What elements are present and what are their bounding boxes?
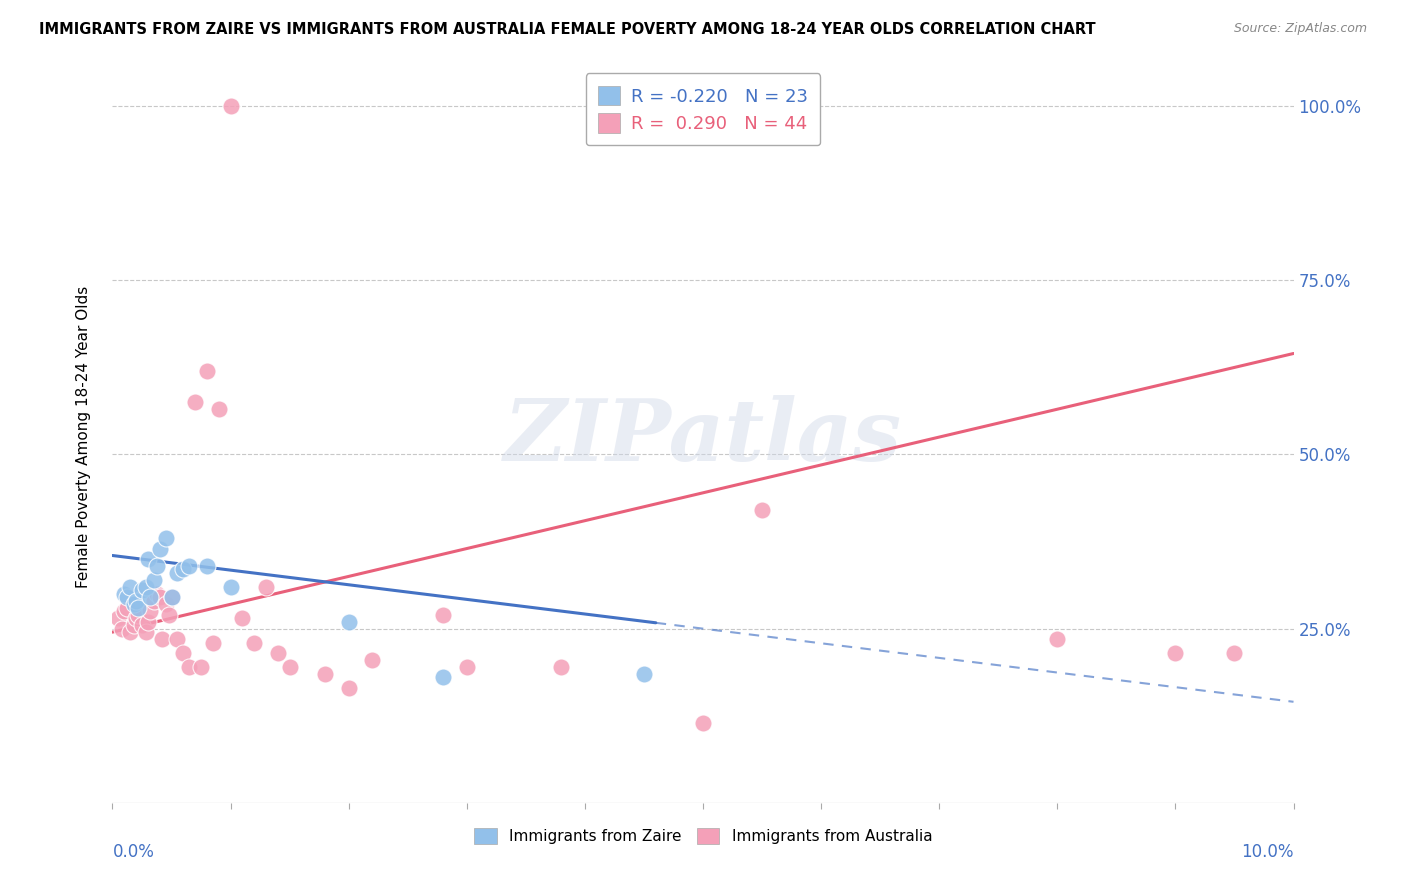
Point [125, 594, 148, 608]
Point [456, 660, 478, 674]
Point [122, 597, 145, 611]
Point [139, 591, 162, 605]
Point [131, 618, 153, 632]
Point [111, 622, 134, 636]
Point [146, 558, 169, 573]
Point [314, 667, 336, 681]
Point [139, 604, 162, 618]
Point [115, 600, 138, 615]
Point [157, 607, 180, 622]
Point [135, 625, 157, 640]
Point [1164, 646, 1187, 660]
Point [432, 670, 454, 684]
Point [149, 591, 172, 605]
Point [195, 364, 218, 378]
Point [692, 715, 714, 730]
Point [127, 600, 149, 615]
Point [190, 660, 212, 674]
Point [146, 587, 169, 601]
Point [432, 607, 454, 622]
Point [136, 552, 159, 566]
Point [267, 646, 290, 660]
Point [1223, 646, 1246, 660]
Point [155, 531, 177, 545]
Legend: Immigrants from Zaire, Immigrants from Australia: Immigrants from Zaire, Immigrants from A… [468, 822, 938, 850]
Point [112, 587, 135, 601]
Point [208, 402, 231, 417]
Point [115, 591, 138, 605]
Point [120, 580, 142, 594]
Point [160, 591, 183, 605]
Point [243, 635, 266, 649]
Point [136, 615, 159, 629]
Point [361, 653, 384, 667]
Point [184, 395, 207, 409]
Point [122, 618, 145, 632]
Text: Source: ZipAtlas.com: Source: ZipAtlas.com [1233, 22, 1367, 36]
Point [231, 611, 253, 625]
Point [125, 611, 148, 625]
Point [201, 635, 224, 649]
Text: 0.0%: 0.0% [112, 843, 155, 861]
Text: ZIPatlas: ZIPatlas [503, 395, 903, 479]
Point [107, 611, 129, 625]
Point [131, 583, 153, 598]
Point [150, 632, 173, 646]
Point [254, 580, 277, 594]
Point [278, 660, 301, 674]
Text: 10.0%: 10.0% [1241, 843, 1294, 861]
Point [172, 646, 194, 660]
Point [219, 580, 242, 594]
Point [149, 541, 172, 556]
Point [120, 625, 142, 640]
Point [179, 558, 201, 573]
Point [166, 632, 188, 646]
Point [112, 604, 135, 618]
Point [337, 681, 360, 695]
Point [550, 660, 572, 674]
Point [142, 594, 165, 608]
Point [155, 597, 177, 611]
Text: IMMIGRANTS FROM ZAIRE VS IMMIGRANTS FROM AUSTRALIA FEMALE POVERTY AMONG 18-24 YE: IMMIGRANTS FROM ZAIRE VS IMMIGRANTS FROM… [39, 22, 1097, 37]
Point [179, 660, 201, 674]
Point [751, 503, 773, 517]
Y-axis label: Female Poverty Among 18-24 Year Olds: Female Poverty Among 18-24 Year Olds [76, 286, 91, 588]
Point [135, 580, 157, 594]
Point [142, 573, 165, 587]
Point [337, 615, 360, 629]
Point [219, 99, 242, 113]
Point [166, 566, 188, 580]
Point [195, 558, 218, 573]
Point [172, 562, 194, 576]
Point [160, 591, 183, 605]
Point [633, 667, 655, 681]
Point [127, 607, 149, 622]
Point [1046, 632, 1069, 646]
